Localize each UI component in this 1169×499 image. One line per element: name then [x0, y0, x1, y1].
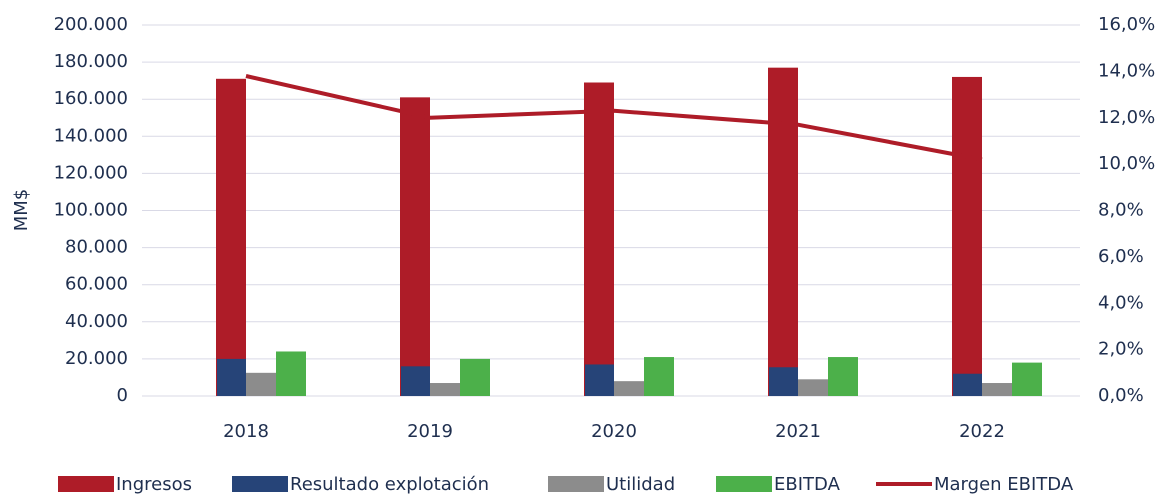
y-axis-label: MM$: [11, 189, 32, 232]
x-tick-label: 2020: [591, 421, 637, 442]
y-tick-label: 60.000: [65, 274, 128, 295]
bar: [276, 351, 306, 396]
bar: [585, 364, 614, 396]
y-tick-label: 20.000: [65, 348, 128, 369]
y-tick-label: 200.000: [54, 14, 128, 35]
y2-tick-label: 16,0%: [1098, 14, 1155, 35]
y-tick-label: 120.000: [54, 162, 128, 183]
bar: [1012, 362, 1042, 396]
legend-swatch: [716, 476, 772, 492]
bar: [584, 82, 614, 396]
x-tick-label: 2018: [223, 421, 269, 442]
bar: [400, 97, 430, 396]
y2-tick-label: 8,0%: [1098, 200, 1144, 221]
legend-label: EBITDA: [774, 474, 841, 495]
bar: [769, 367, 798, 396]
bar: [460, 358, 490, 396]
y-tick-label: 140.000: [54, 125, 128, 146]
y-tick-label: 80.000: [65, 237, 128, 258]
bar: [614, 381, 644, 396]
bar: [768, 67, 798, 396]
y-tick-label: 180.000: [54, 51, 128, 72]
y-tick-label: 0: [117, 385, 128, 406]
bar: [401, 366, 430, 396]
y-tick-label: 160.000: [54, 88, 128, 109]
legend-swatch: [58, 476, 114, 492]
x-tick-label: 2019: [407, 421, 453, 442]
legend-swatch: [232, 476, 288, 492]
y2-tick-label: 10,0%: [1098, 153, 1155, 174]
x-tick-label: 2022: [959, 421, 1005, 442]
y2-tick-label: 2,0%: [1098, 339, 1144, 360]
bar: [953, 373, 982, 396]
y2-tick-label: 12,0%: [1098, 107, 1155, 128]
y2-tick-label: 0,0%: [1098, 385, 1144, 406]
y-tick-label: 40.000: [65, 311, 128, 332]
y2-tick-label: 14,0%: [1098, 60, 1155, 81]
bar: [216, 78, 246, 397]
legend-swatch: [548, 476, 604, 492]
line: [245, 74, 983, 162]
legend-label: Resultado explotación: [290, 474, 489, 495]
bar: [828, 357, 858, 396]
legend-label: Utilidad: [606, 474, 675, 495]
bar: [217, 358, 246, 396]
legend-label: Margen EBITDA: [934, 474, 1074, 495]
y-tick-label: 100.000: [54, 200, 128, 221]
x-tick-label: 2021: [775, 421, 821, 442]
bar: [644, 357, 674, 396]
legend-label: Ingresos: [116, 474, 192, 495]
bar: [430, 383, 460, 396]
bar: [246, 372, 276, 396]
y2-tick-label: 6,0%: [1098, 246, 1144, 267]
bar: [982, 383, 1012, 396]
bar: [952, 76, 982, 396]
bar: [798, 379, 828, 396]
y2-tick-label: 4,0%: [1098, 292, 1144, 313]
